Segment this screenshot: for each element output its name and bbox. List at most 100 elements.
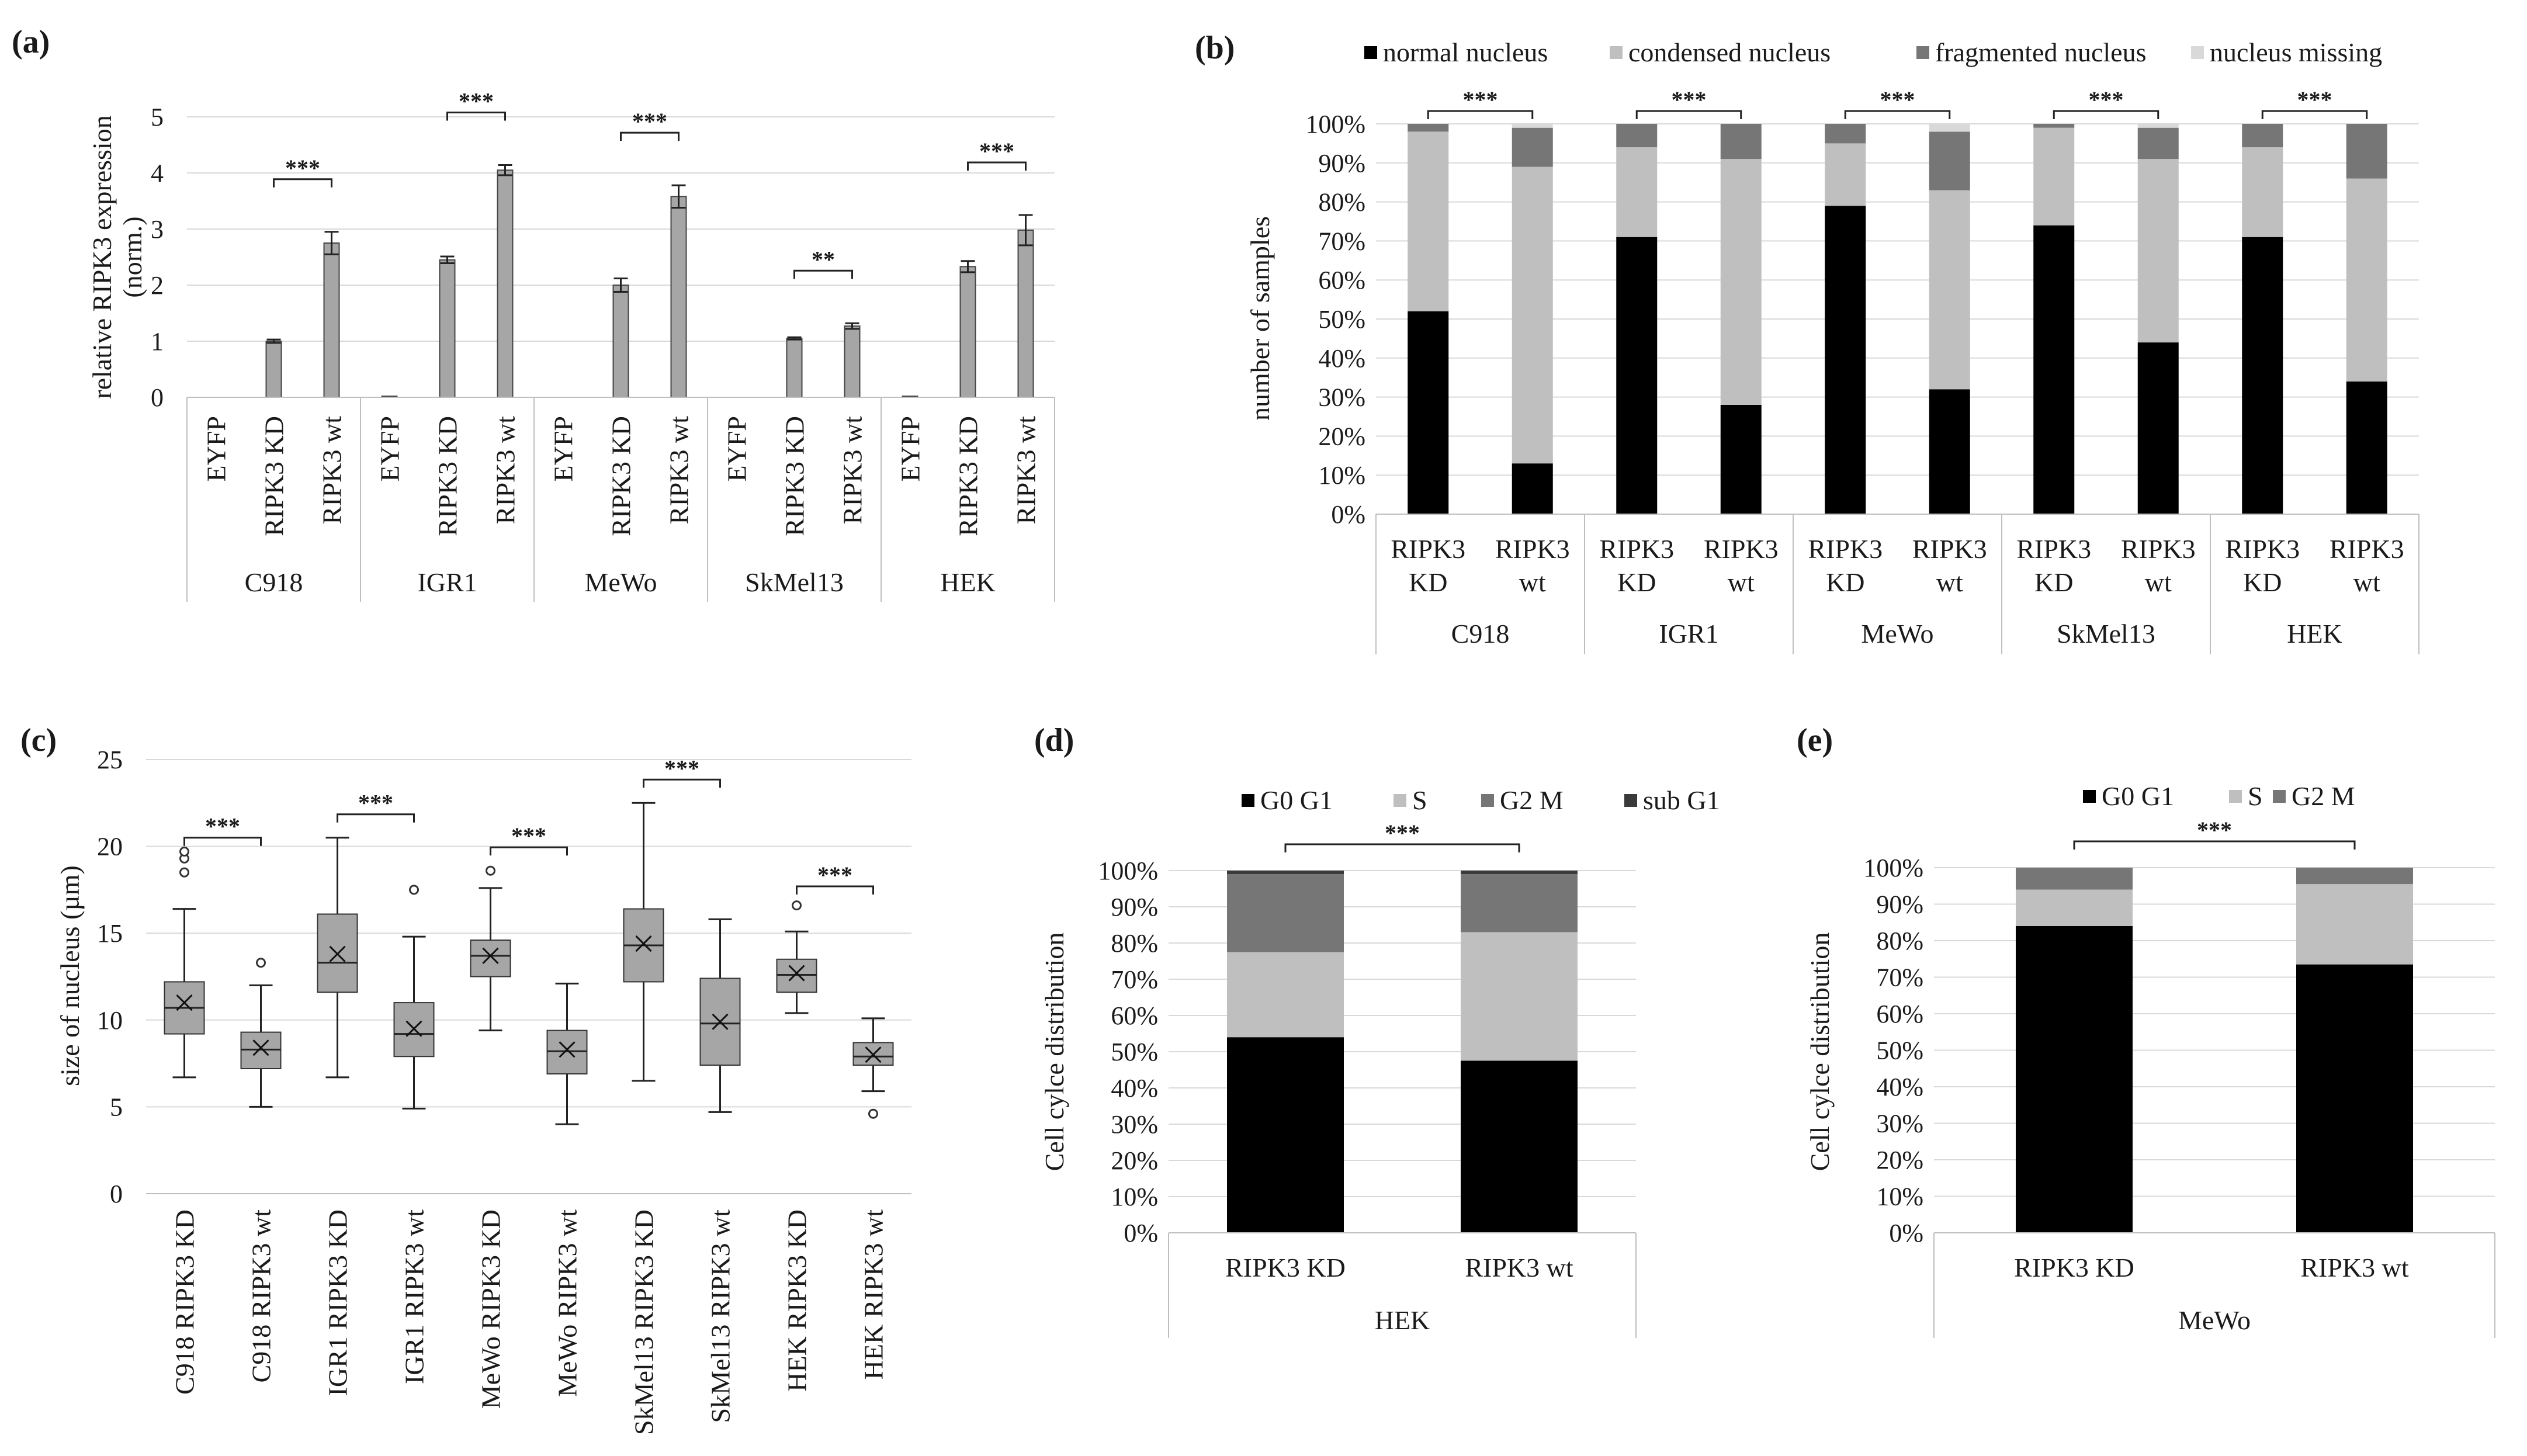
significance-stars: *** bbox=[1463, 86, 1498, 113]
significance-bracket-3: *** bbox=[2053, 86, 2159, 119]
group-label: HEK bbox=[2287, 619, 2342, 649]
legend-swatch bbox=[2273, 790, 2286, 803]
y-tick-label: 50% bbox=[1111, 1038, 1158, 1066]
y-tick-label: 30% bbox=[1876, 1110, 1923, 1138]
y-tick-label: 0% bbox=[1889, 1219, 1923, 1247]
y-tick-label: 20% bbox=[1111, 1146, 1158, 1175]
y-tick-label: 40% bbox=[1318, 344, 1365, 373]
panel-label: (a) bbox=[12, 24, 50, 60]
x-tick-label: RIPK3 bbox=[1391, 534, 1465, 564]
legend-entry: sub G1 bbox=[1624, 785, 1720, 815]
stacked-segment bbox=[1825, 143, 1866, 206]
bar bbox=[497, 169, 514, 398]
legend-swatch bbox=[1610, 46, 1623, 59]
mean-marker bbox=[635, 935, 652, 952]
error-bar bbox=[1018, 214, 1033, 247]
y-axis-title-line: relative RIPK3 expression bbox=[87, 115, 117, 398]
x-tick-label: wt bbox=[1728, 567, 1755, 597]
stacked-segment bbox=[1512, 124, 1553, 128]
stacked-segment bbox=[1929, 190, 1970, 390]
mean-marker bbox=[329, 945, 346, 962]
y-tick-label: 80% bbox=[1111, 929, 1158, 958]
y-tick-label: 0 bbox=[151, 383, 164, 412]
bracket-line bbox=[273, 178, 332, 188]
y-axis-title: Cell cylce distribution bbox=[1805, 932, 1835, 1171]
legend-label: G2 M bbox=[1500, 785, 1564, 815]
mean-marker bbox=[252, 1039, 269, 1056]
significance-stars: *** bbox=[632, 108, 667, 134]
mean-marker bbox=[788, 965, 805, 982]
x-tick-label: wt bbox=[2353, 567, 2380, 597]
bracket-line bbox=[2053, 110, 2159, 119]
y-tick-label: 60% bbox=[1111, 1001, 1158, 1030]
significance-stars: *** bbox=[2089, 86, 2124, 113]
bar bbox=[959, 266, 976, 398]
y-tick-label: 10 bbox=[97, 1006, 123, 1035]
box-plot bbox=[623, 802, 664, 1082]
stacked-segment bbox=[2016, 926, 2133, 1233]
bracket-line bbox=[490, 846, 568, 856]
outlier-point bbox=[486, 865, 495, 876]
y-tick-label: 0 bbox=[110, 1180, 123, 1208]
significance-stars: *** bbox=[979, 138, 1014, 164]
y-tick-label: 50% bbox=[1876, 1036, 1923, 1065]
stacked-segment bbox=[1408, 311, 1449, 514]
legend-entry: fragmented nucleus bbox=[1916, 37, 2146, 67]
mean-marker bbox=[865, 1046, 882, 1063]
group-label: IGR1 bbox=[417, 567, 477, 597]
significance-stars: *** bbox=[1880, 86, 1915, 113]
x-tick-label: RIPK3 wt bbox=[1011, 416, 1041, 525]
y-tick-label: 80% bbox=[1876, 927, 1923, 955]
significance-stars: *** bbox=[205, 813, 240, 840]
legend-label: G0 G1 bbox=[2102, 781, 2174, 811]
group-label: SkMel13 bbox=[2057, 619, 2155, 649]
legend-entry: S bbox=[1394, 785, 1427, 815]
outlier-point bbox=[409, 885, 419, 895]
legend-swatch bbox=[2229, 790, 2242, 803]
x-tick-label: RIPK3 KD bbox=[259, 416, 289, 536]
stacked-segment bbox=[2033, 127, 2075, 226]
stacked-segment bbox=[2137, 342, 2179, 514]
bracket-line bbox=[1284, 843, 1520, 852]
legend-label: condensed nucleus bbox=[1628, 37, 1831, 67]
x-tick-label: SkMel13 RIPK3 KD bbox=[629, 1209, 659, 1435]
bracket-line bbox=[967, 161, 1027, 171]
stacked-segment bbox=[1720, 404, 1762, 514]
outlier-point bbox=[179, 847, 189, 857]
y-tick-label: 10% bbox=[1876, 1183, 1923, 1211]
significance-bracket-1: *** bbox=[1635, 86, 1742, 119]
stacked-segment bbox=[2033, 124, 2075, 128]
y-tick-label: 20% bbox=[1318, 422, 1365, 450]
stacked-segment bbox=[2137, 127, 2179, 160]
panel-c-nucleus-size-boxplot: (c) 0 5 10 15 20 25 size of nucleus (µm) C918 RI… bbox=[20, 722, 911, 1435]
x-tick-label: IGR1 RIPK3 KD bbox=[323, 1209, 353, 1396]
group-label: HEK bbox=[940, 567, 996, 597]
stacked-segment bbox=[2296, 964, 2413, 1233]
legend-label: sub G1 bbox=[1643, 785, 1720, 815]
significance-bracket-2: *** bbox=[490, 823, 568, 856]
x-tick-label: HEK RIPK3 wt bbox=[859, 1209, 889, 1380]
x-tick-label: SkMel13 RIPK3 wt bbox=[706, 1209, 736, 1423]
significance-bracket-4: *** bbox=[967, 138, 1027, 171]
stacked-segment bbox=[1408, 124, 1449, 132]
stacked-segment bbox=[2016, 868, 2133, 890]
outlier-point bbox=[792, 900, 802, 911]
legend-entry: G2 M bbox=[2273, 781, 2355, 811]
x-tick-label: RIPK3 KD bbox=[606, 416, 636, 536]
legend-entry: G0 G1 bbox=[1242, 785, 1333, 815]
x-tick-label: RIPK3 bbox=[1704, 534, 1779, 564]
y-tick-label: 90% bbox=[1111, 893, 1158, 921]
x-tick-label: RIPK3 bbox=[1808, 534, 1883, 564]
legend-swatch bbox=[2083, 790, 2096, 803]
x-tick-label: RIPK3 wt bbox=[317, 416, 347, 525]
x-tick-label: MeWo RIPK3 KD bbox=[476, 1209, 506, 1409]
mean-marker bbox=[712, 1013, 729, 1030]
bar bbox=[786, 338, 803, 398]
significance-bracket-0: *** bbox=[1284, 820, 1520, 852]
stacked-segment bbox=[1616, 237, 1658, 514]
mean-marker bbox=[482, 947, 499, 964]
legend-label: normal nucleus bbox=[1383, 37, 1548, 67]
y-tick-label: 60% bbox=[1318, 266, 1365, 294]
error-bar bbox=[787, 336, 802, 341]
